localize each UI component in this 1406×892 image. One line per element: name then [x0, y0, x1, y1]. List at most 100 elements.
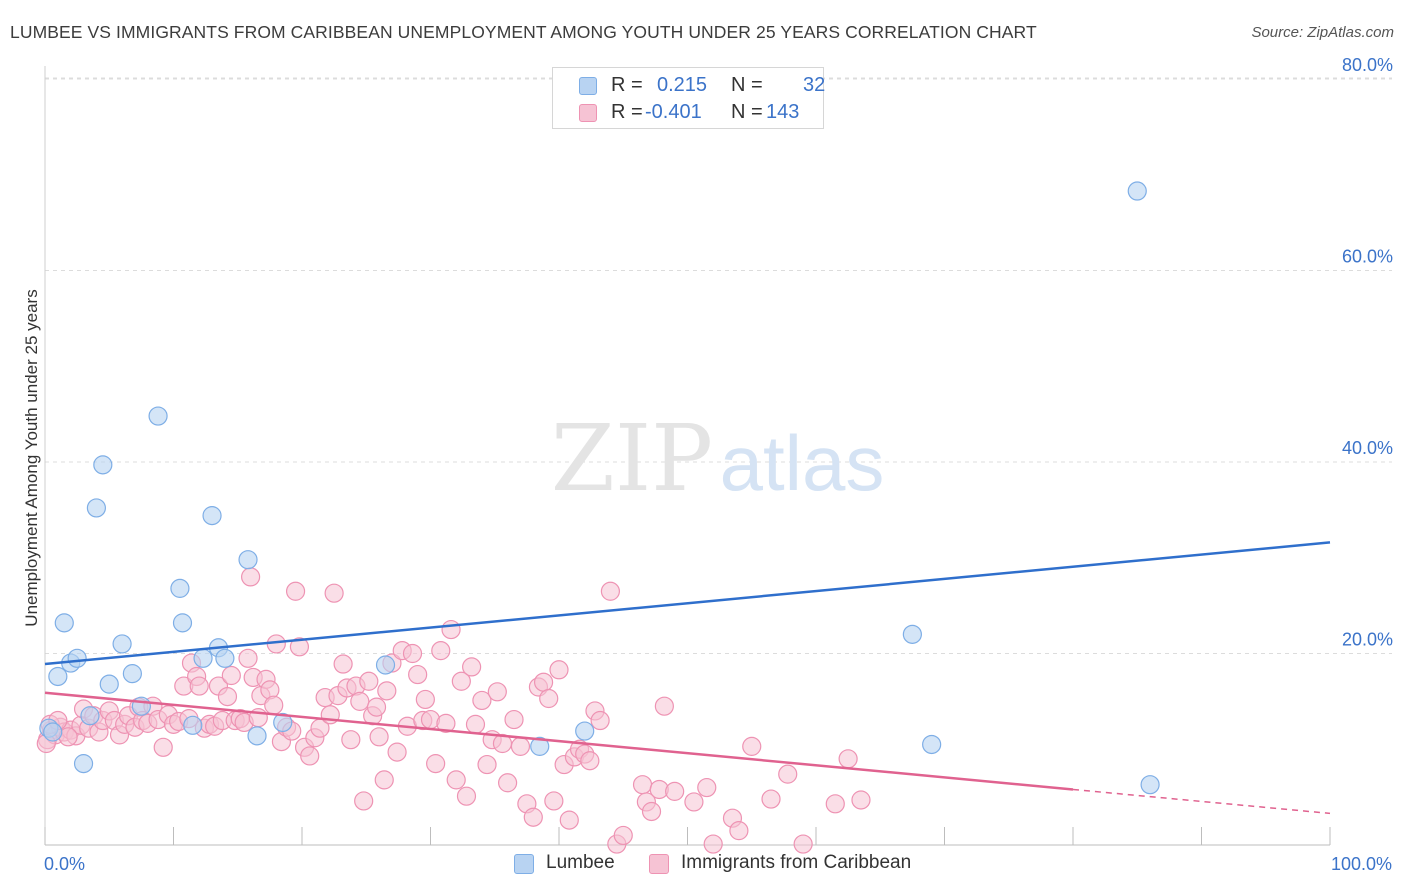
caribbean-point [793, 834, 813, 854]
caribbean-point [333, 654, 353, 674]
caribbean-point [217, 686, 238, 707]
series-legend: Lumbee Immigrants from Caribbean [0, 852, 1406, 878]
caribbean-point [221, 665, 241, 686]
lumbee-legend-swatch [514, 854, 534, 874]
lumbee-point [43, 722, 63, 742]
caribbean-point [838, 749, 858, 769]
caribbean-point [374, 770, 394, 790]
caribbean-point [238, 648, 258, 668]
caribbean-point [456, 786, 477, 806]
caribbean-trend-line [44, 691, 1074, 791]
caribbean-point [684, 792, 704, 812]
caribbean-point [451, 671, 471, 691]
lumbee-point [73, 754, 94, 774]
caribbean-point [377, 681, 397, 701]
legend-label-caribbean: Immigrants from Caribbean [681, 852, 912, 873]
caribbean-point [697, 777, 717, 798]
trend-lines [44, 541, 1331, 815]
lumbee-point [99, 674, 119, 694]
watermark: ZIP atlas [551, 405, 884, 512]
n-label: N = [731, 101, 763, 123]
caribbean-point [600, 581, 621, 601]
lumbee-point [922, 734, 942, 755]
caribbean-trend-extension [1072, 788, 1331, 815]
caribbean-point [544, 791, 564, 811]
caribbean-point [354, 791, 374, 811]
caribbean-point [477, 754, 497, 775]
lumbee-point [48, 666, 68, 687]
lumbee-point [112, 634, 132, 654]
source-note: Source: ZipAtlas.com [1251, 24, 1394, 41]
legend-row-caribbean: R = -0.401 N = 143 [553, 101, 823, 127]
n-value: 32 [803, 74, 826, 96]
n-label: N = [731, 74, 763, 96]
caribbean-point [729, 821, 749, 841]
lumbee-point [86, 498, 107, 518]
lumbee-point [172, 613, 193, 633]
caribbean-point [462, 657, 482, 677]
caribbean-point [533, 672, 554, 692]
caribbean-point [559, 810, 579, 830]
lumbee-point [193, 648, 213, 668]
lumbee-point [170, 578, 190, 598]
caribbean-point [264, 695, 284, 715]
x-tick-labels: 0.0% 100.0% [44, 854, 1392, 874]
lumbee-point [148, 406, 168, 426]
lumbee-point [122, 664, 142, 684]
caribbean-point [498, 773, 518, 793]
caribbean-legend-swatch [649, 854, 669, 874]
caribbean-point [539, 688, 559, 709]
correlation-legend: R = 0.215 N = 32 R = -0.401 N = 143 [552, 67, 826, 129]
lumbee-swatch [579, 77, 597, 95]
caribbean-point [350, 691, 370, 711]
caribbean-point [487, 682, 507, 702]
caribbean-point [504, 709, 524, 730]
caribbean-point [510, 736, 531, 756]
y-tick-label: 20.0% [1342, 630, 1393, 650]
watermark-atlas: atlas [720, 419, 885, 507]
caribbean-point [402, 643, 423, 664]
lumbee-point [1127, 181, 1147, 201]
caribbean-point [366, 697, 387, 717]
caribbean-point [300, 746, 320, 766]
caribbean-point [408, 664, 428, 685]
r-label: R = [611, 74, 643, 96]
caribbean-point [289, 637, 310, 657]
caribbean-point [654, 696, 674, 716]
caribbean-point [436, 713, 456, 733]
caribbean-point [590, 710, 610, 731]
y-tick-label: 60.0% [1342, 247, 1393, 267]
caribbean-point [742, 736, 762, 756]
lumbee-point [80, 706, 100, 726]
chart-title: LUMBEE VS IMMIGRANTS FROM CARIBBEAN UNEM… [10, 22, 1037, 42]
y-tick-label: 40.0% [1342, 438, 1393, 458]
caribbean-point [761, 789, 781, 809]
caribbean-point [341, 730, 361, 750]
lumbee-point [54, 613, 74, 633]
y-tick-labels: 20.0% 40.0% 60.0% 80.0% [1342, 55, 1393, 650]
caribbean-point [472, 690, 492, 711]
caribbean-point [426, 754, 446, 774]
lumbee-point [247, 726, 267, 746]
caribbean-point [241, 567, 261, 587]
lumbee-point [273, 712, 293, 733]
caribbean-point [431, 641, 451, 661]
caribbean-point [523, 807, 543, 827]
r-value: 0.215 [657, 74, 708, 96]
caribbean-point [778, 764, 798, 784]
caribbean-point [465, 714, 486, 734]
caribbean-point [387, 742, 407, 762]
lumbee-trend-line [44, 541, 1331, 666]
caribbean-point [285, 581, 306, 601]
caribbean-point [703, 834, 723, 854]
caribbean-point [665, 781, 685, 801]
y-axis-label: Unemployment Among Youth under 25 years [22, 289, 41, 626]
lumbee-point [530, 736, 550, 756]
series-caribbean-points [36, 567, 871, 854]
lumbee-point [575, 721, 595, 741]
caribbean-point [369, 727, 389, 747]
lumbee-point [202, 506, 222, 526]
caribbean-point [549, 660, 569, 680]
watermark-zip: ZIP [551, 405, 713, 512]
